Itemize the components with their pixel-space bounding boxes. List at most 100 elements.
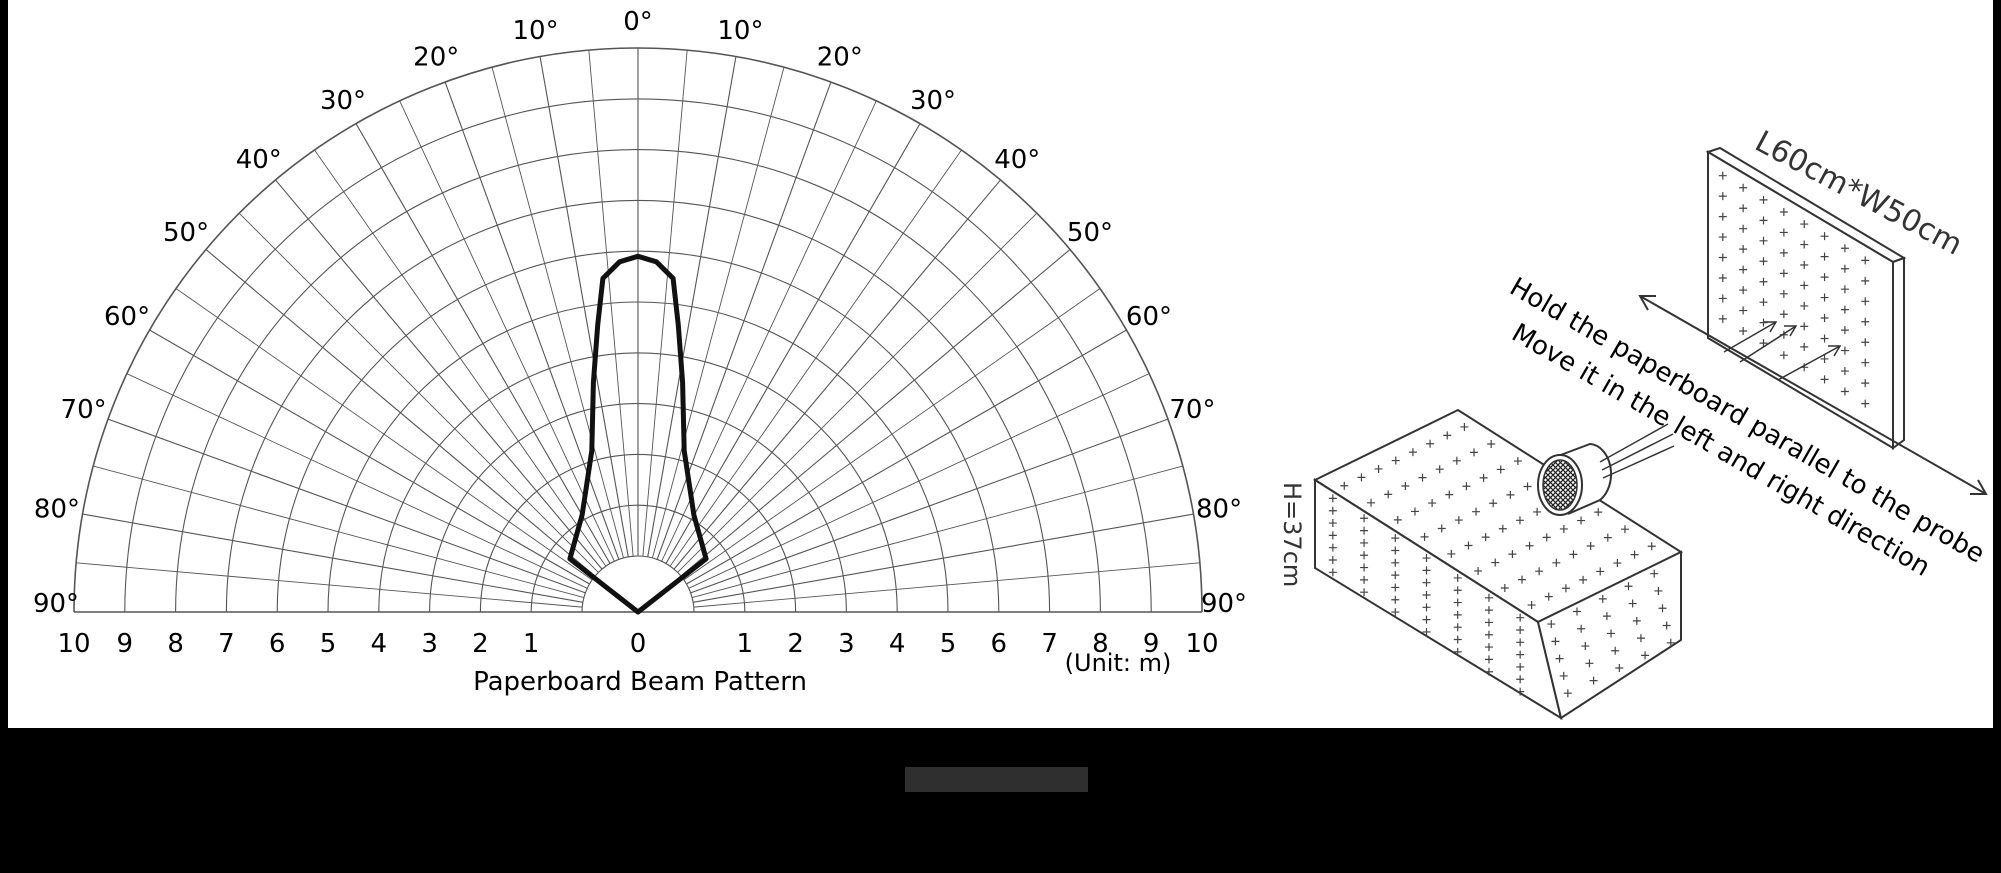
texture-mark: [1484, 593, 1493, 602]
texture-mark: [1658, 604, 1667, 613]
angle-label: 90°: [33, 589, 79, 619]
angle-label: 90°: [1201, 589, 1247, 619]
texture-mark: [1474, 566, 1483, 575]
texture-mark: [1487, 440, 1496, 448]
texture-mark: [1484, 618, 1493, 627]
texture-mark: [1360, 538, 1369, 547]
texture-mark: [1523, 482, 1532, 491]
paperboard: [1705, 146, 1907, 450]
mounting-box: [1312, 408, 1684, 721]
texture-mark: [1391, 534, 1400, 543]
angle-line: [491, 67, 624, 559]
texture-mark: [1615, 664, 1624, 672]
figure-panel: 90° 80° 70° 60° 50° 40° 30° 20° 10° 0° 10° 20° 30° 40…: [8, 0, 1993, 728]
angle-line: [175, 288, 593, 581]
texture-mark: [1496, 465, 1505, 474]
texture-mark: [1391, 546, 1400, 555]
texture-mark: [1393, 515, 1402, 524]
texture-mark: [1422, 566, 1431, 575]
texture-mark: [1779, 248, 1788, 257]
angle-line: [688, 373, 1150, 589]
texture-mark: [1513, 457, 1522, 466]
angle-label: 40°: [236, 145, 282, 175]
angle-line: [642, 50, 688, 557]
texture-mark: [1453, 586, 1462, 595]
texture-mark: [1515, 516, 1524, 525]
texture-mark: [1533, 507, 1542, 516]
texture-mark: [1559, 671, 1568, 680]
texture-mark: [1445, 490, 1454, 499]
angle-line: [661, 100, 877, 562]
distance-label: 8: [167, 629, 184, 659]
texture-mark: [1577, 624, 1586, 633]
texture-mark: [1613, 559, 1622, 568]
distance-label: 0: [630, 629, 647, 659]
distance-label: 4: [371, 629, 388, 659]
texture-mark: [1607, 629, 1616, 638]
texture-mark: [1759, 195, 1768, 204]
texture-mark: [1840, 387, 1849, 396]
angle-line: [673, 179, 1001, 570]
texture-mark: [1484, 643, 1493, 652]
texture-mark: [1453, 635, 1462, 644]
angle-label: 80°: [34, 495, 80, 525]
texture-mark: [1516, 650, 1525, 659]
texture-mark: [1800, 281, 1809, 290]
distance-label: 6: [991, 629, 1008, 659]
beam-arrows: [1723, 321, 1842, 381]
texture-mark: [1360, 575, 1369, 584]
distance-label: 3: [838, 629, 855, 659]
texture-mark: [1739, 224, 1748, 233]
angle-label: 40°: [994, 145, 1040, 175]
texture-mark: [1422, 627, 1431, 636]
texture-mark: [1739, 245, 1748, 254]
texture-mark: [1516, 613, 1525, 622]
chart-title: Paperboard Beam Pattern: [473, 667, 807, 697]
texture-mark: [1328, 506, 1337, 515]
texture-mark: [1840, 305, 1849, 314]
texture-mark: [1820, 293, 1829, 302]
texture-mark: [1718, 273, 1727, 282]
texture-mark: [1452, 456, 1461, 465]
texture-mark: [1453, 598, 1462, 607]
texture-mark: [1630, 550, 1639, 559]
texture-mark: [1596, 567, 1605, 576]
texture-mark: [1555, 654, 1564, 663]
texture-mark: [1800, 301, 1809, 310]
texture-mark: [1328, 519, 1337, 528]
texture-mark: [1552, 558, 1561, 567]
texture-mark: [1662, 621, 1671, 630]
texture-mark: [1800, 342, 1809, 351]
distance-label: 10: [57, 629, 90, 659]
texture-mark: [1422, 615, 1431, 624]
texture-mark: [1527, 601, 1536, 610]
texture-mark: [1453, 610, 1462, 619]
texture-mark: [1516, 662, 1525, 671]
angle-line: [665, 123, 921, 564]
distance-label: 8: [1092, 629, 1109, 659]
angle-line: [355, 123, 611, 564]
texture-mark: [1391, 558, 1400, 567]
texture-mark: [1861, 317, 1870, 326]
angle-label: 30°: [910, 86, 956, 116]
angle-label: 50°: [1067, 218, 1113, 248]
texture-mark: [1508, 550, 1517, 559]
texture-mark: [1718, 233, 1727, 242]
texture-mark: [1447, 549, 1456, 558]
texture-mark: [1800, 240, 1809, 249]
angle-label: 60°: [1126, 302, 1172, 332]
texture-mark: [1420, 532, 1429, 541]
angle-label: 70°: [61, 395, 107, 425]
angle-line: [107, 418, 586, 594]
texture-mark: [1357, 473, 1366, 482]
texture-mark: [1506, 490, 1515, 499]
texture-mark: [1739, 183, 1748, 192]
texture-mark: [1453, 647, 1462, 656]
texture-mark: [1462, 482, 1471, 491]
texture-mark: [1861, 297, 1870, 306]
texture-mark: [1569, 550, 1578, 559]
texture-mark: [1391, 456, 1400, 465]
movement-arrow: [1638, 295, 1988, 495]
texture-mark: [1360, 526, 1369, 535]
texture-mark: [1374, 464, 1383, 473]
